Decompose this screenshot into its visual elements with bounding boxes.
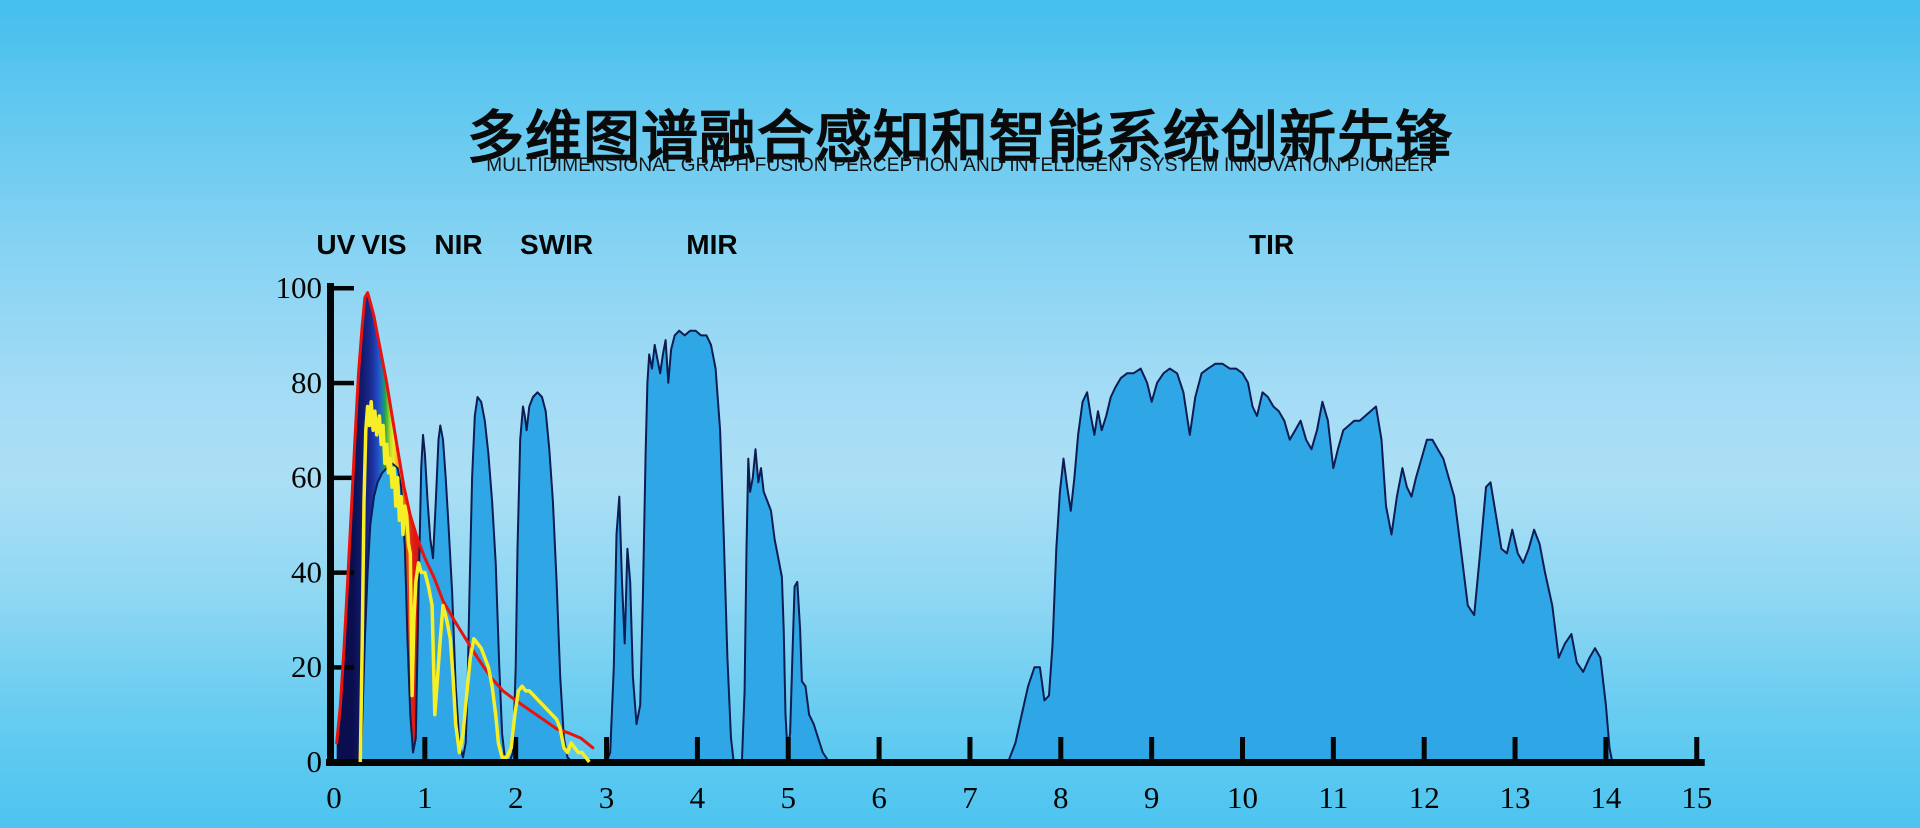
band-label-nir: NIR bbox=[434, 229, 482, 260]
y-tick-label: 0 bbox=[307, 744, 323, 779]
y-axis-tick bbox=[334, 475, 354, 481]
x-axis-tick bbox=[1330, 737, 1336, 762]
ground-solar-irradiance-curve bbox=[358, 400, 591, 764]
x-tick-label: 2 bbox=[508, 780, 524, 815]
x-tick-label: 1 bbox=[417, 780, 433, 815]
x-axis-tick bbox=[1512, 737, 1518, 762]
x-tick-label: 6 bbox=[871, 780, 887, 815]
band-label-swir: SWIR bbox=[520, 229, 593, 260]
band-label-vis: VIS bbox=[361, 229, 406, 260]
x-axis-tick bbox=[513, 737, 519, 762]
x-axis-tick bbox=[694, 737, 700, 762]
y-axis-tick bbox=[334, 570, 354, 575]
y-tick-label: 80 bbox=[291, 365, 322, 400]
y-tick-label: 60 bbox=[291, 460, 322, 495]
x-tick-label: 13 bbox=[1500, 780, 1531, 815]
x-tick-label: 3 bbox=[599, 780, 615, 815]
y-tick-label: 20 bbox=[291, 649, 322, 684]
x-axis bbox=[326, 759, 1705, 766]
page-subtitle: MULTIDIMENSIONAL GRAPH FUSION PERCEPTION… bbox=[486, 155, 1434, 176]
band-label-mir: MIR bbox=[686, 229, 737, 260]
x-axis-tick bbox=[876, 737, 882, 762]
x-tick-label: 7 bbox=[962, 780, 978, 815]
x-tick-label: 15 bbox=[1681, 780, 1712, 815]
x-tick-label: 5 bbox=[781, 780, 797, 815]
x-tick-label: 8 bbox=[1053, 780, 1069, 815]
atmospheric-transmittance-area bbox=[358, 329, 1614, 763]
x-tick-label: 14 bbox=[1590, 780, 1622, 815]
x-tick-label: 0 bbox=[326, 780, 342, 815]
y-axis-tick bbox=[334, 380, 354, 386]
solar-blackbody-curve bbox=[335, 291, 595, 750]
x-axis-tick bbox=[422, 737, 428, 762]
y-tick-label: 100 bbox=[276, 270, 323, 305]
x-axis-tick bbox=[967, 737, 973, 762]
x-axis-tick bbox=[1603, 737, 1609, 762]
x-tick-label: 9 bbox=[1144, 780, 1160, 815]
x-tick-label: 4 bbox=[690, 780, 706, 815]
x-tick-label: 10 bbox=[1227, 780, 1258, 815]
x-axis-tick bbox=[1240, 737, 1245, 762]
x-axis-tick bbox=[1149, 737, 1155, 762]
x-axis-tick bbox=[1058, 737, 1064, 762]
x-tick-label: 12 bbox=[1409, 780, 1440, 815]
x-axis-tick bbox=[1421, 737, 1427, 762]
y-axis bbox=[327, 283, 334, 766]
band-label-tir: TIR bbox=[1249, 229, 1294, 260]
x-axis-tick bbox=[1694, 737, 1700, 762]
x-tick-label: 11 bbox=[1318, 780, 1348, 815]
page-title: 多维图谱融合感知和智能系统创新先锋 bbox=[467, 106, 1453, 171]
band-label-uv: UV bbox=[316, 229, 355, 260]
x-axis-tick bbox=[785, 737, 791, 762]
y-tick-label: 40 bbox=[291, 554, 322, 589]
x-axis-tick bbox=[604, 737, 610, 762]
y-axis-tick bbox=[334, 286, 354, 291]
